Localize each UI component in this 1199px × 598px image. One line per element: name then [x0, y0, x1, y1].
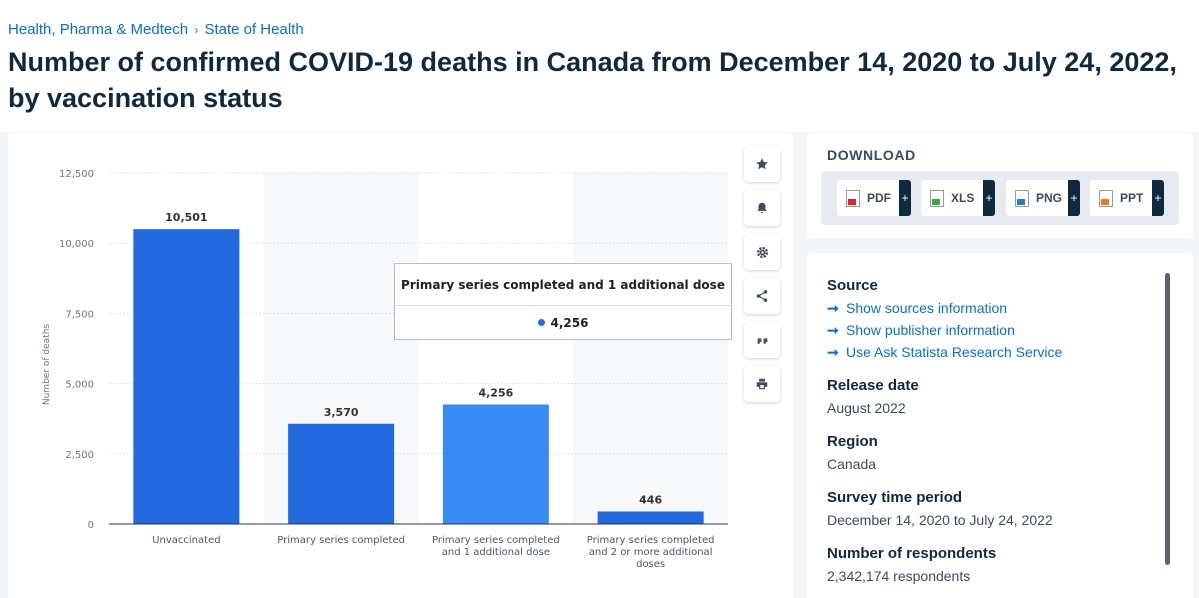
category-band [573, 173, 728, 524]
ask-statista-label: Use Ask Statista Research Service [846, 344, 1063, 360]
notification-button[interactable] [744, 190, 780, 226]
download-card: DOWNLOAD PDF + XLS + PNG + PPT + [807, 133, 1193, 238]
y-tick-label: 2,500 [65, 450, 94, 461]
x-tick-label: Primary series completed [432, 535, 560, 546]
data-label: 446 [639, 493, 662, 506]
download-xls-button[interactable]: XLS + [921, 180, 995, 216]
show-sources-label: Show sources information [846, 300, 1008, 316]
bar [288, 423, 395, 524]
favorite-button[interactable] [744, 146, 780, 182]
ask-statista-link[interactable]: ➞ Use Ask Statista Research Service [827, 344, 1062, 361]
x-tick-label: and 1 additional dose [442, 547, 550, 558]
gear-icon [756, 246, 768, 258]
cite-button[interactable] [744, 322, 780, 358]
bar-chart: 0 2,500 5,000 7,500 10,000 12,500 Number of de… [42, 169, 728, 570]
download-png-label: PNG [1036, 191, 1063, 205]
print-icon [756, 378, 768, 390]
y-tick-label: 0 [88, 520, 94, 531]
settings-button[interactable] [744, 234, 780, 270]
source-title: Source [827, 277, 878, 294]
release-date-title: Release date [827, 377, 919, 394]
tooltip-title: Primary series completed and 1 additiona… [395, 264, 731, 306]
bar [597, 511, 704, 524]
scrollbar[interactable] [1165, 273, 1170, 565]
pdf-file-icon [846, 189, 860, 207]
chart-card: 0 2,500 5,000 7,500 10,000 12,500 Number of de… [8, 133, 793, 598]
survey-period-value: December 14, 2020 to July 24, 2022 [827, 512, 1053, 528]
data-label: 3,570 [324, 406, 359, 419]
x-tick-label: Primary series completed [587, 535, 715, 546]
star-icon [756, 158, 768, 170]
info-card: Source ➞ Show sources information ➞ Show p… [807, 253, 1193, 598]
share-button[interactable] [744, 278, 780, 314]
arrow-right-icon: ➞ [827, 322, 839, 338]
chart-tooltip: Primary series completed and 1 additiona… [394, 263, 732, 340]
y-axis-label: Number of deaths [42, 324, 52, 406]
download-xls-label: XLS [951, 191, 975, 205]
arrow-right-icon: ➞ [827, 300, 839, 316]
x-tick-label: doses [636, 559, 665, 570]
download-ppt-button[interactable]: PPT + [1090, 180, 1164, 216]
page-title: Number of confirmed COVID-19 deaths in C… [8, 47, 1177, 113]
png-file-icon [1015, 189, 1029, 207]
show-sources-link[interactable]: ➞ Show sources information [827, 300, 1007, 317]
ppt-file-icon [1099, 189, 1113, 207]
show-publisher-label: Show publisher information [846, 322, 1015, 338]
breadcrumb-health-pharma-medtech[interactable]: Health, Pharma & Medtech [8, 21, 189, 38]
share-icon [756, 290, 768, 302]
y-tick-label: 12,500 [59, 169, 94, 180]
download-buttons: PDF + XLS + PNG + PPT + [821, 171, 1179, 225]
arrow-right-icon: ➞ [827, 344, 839, 360]
print-button[interactable] [744, 366, 780, 402]
x-tick-label: Primary series completed [277, 535, 405, 546]
download-pdf-button[interactable]: PDF + [837, 180, 911, 216]
download-png-button[interactable]: PNG + [1006, 180, 1080, 216]
plus-icon: + [1068, 180, 1080, 216]
plus-icon: + [1152, 180, 1164, 216]
release-date-value: August 2022 [827, 400, 906, 416]
y-tick-label: 7,500 [65, 309, 94, 320]
download-title: DOWNLOAD [827, 147, 916, 163]
breadcrumb: Health, Pharma & Medtech › State of Health [8, 21, 304, 38]
show-publisher-link[interactable]: ➞ Show publisher information [827, 322, 1015, 339]
plus-icon: + [899, 180, 911, 216]
data-label: 4,256 [478, 386, 513, 399]
y-tick-label: 5,000 [65, 380, 94, 391]
y-tick-label: 10,000 [59, 239, 94, 250]
bell-icon [757, 202, 767, 214]
survey-period-title: Survey time period [827, 489, 963, 506]
respondents-title: Number of respondents [827, 545, 997, 562]
x-tick-label: Unvaccinated [152, 535, 220, 546]
bar [442, 404, 549, 524]
breadcrumb-state-of-health[interactable]: State of Health [204, 21, 304, 38]
tooltip-series-dot [537, 319, 545, 326]
download-ppt-label: PPT [1120, 191, 1144, 205]
breadcrumb-separator: › [194, 22, 199, 37]
region-value: Canada [827, 456, 877, 472]
tooltip-value-row: 4,256 [395, 306, 731, 340]
xls-file-icon [930, 189, 944, 207]
download-pdf-label: PDF [867, 191, 891, 205]
x-tick-label: and 2 or more additional [589, 547, 713, 558]
tooltip-value: 4,256 [550, 316, 589, 330]
bar [133, 229, 240, 524]
quote-icon [757, 337, 767, 344]
respondents-value: 2,342,174 respondents [827, 568, 971, 584]
region-title: Region [827, 433, 878, 450]
data-label: 10,501 [165, 211, 207, 224]
plus-icon: + [983, 180, 995, 216]
page-header: Health, Pharma & Medtech › State of Health… [0, 0, 1199, 132]
